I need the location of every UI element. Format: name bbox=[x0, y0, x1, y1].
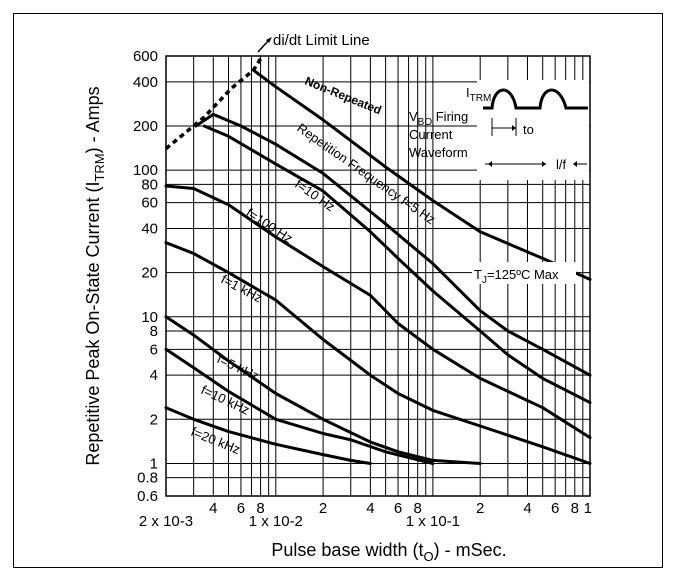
x-decade-label: 1 x 10-1 bbox=[406, 513, 460, 530]
x-tick-label: 4 bbox=[366, 500, 374, 517]
period-label: l/f bbox=[556, 157, 567, 172]
to-arrow-head bbox=[512, 125, 516, 131]
x-tick-label: 2 bbox=[319, 500, 327, 517]
current-label: Current bbox=[409, 127, 453, 142]
period-arrow-head bbox=[488, 161, 492, 167]
series-line-6 bbox=[164, 315, 482, 465]
y-tick-label: 200 bbox=[133, 118, 158, 135]
y-tick-label: 60 bbox=[141, 195, 158, 212]
to-label: to bbox=[523, 122, 534, 137]
y-tick-label: 8 bbox=[150, 323, 158, 340]
tj-label: TJ=125ºC Max bbox=[474, 267, 559, 286]
y-tick-label: 100 bbox=[133, 162, 158, 179]
vbo-label: VBO Firing bbox=[409, 109, 468, 128]
didt-label: di/dt Limit Line bbox=[273, 32, 370, 49]
itrm-label: ITRM bbox=[466, 85, 491, 104]
x-axis-label: Pulse base width (tO) - mSec. bbox=[271, 540, 506, 564]
x-tick-label: 8 bbox=[571, 500, 579, 517]
x-tick-label: 8 bbox=[414, 500, 422, 517]
period-arrow-head bbox=[542, 161, 546, 167]
x-tick-label: 8 bbox=[256, 500, 264, 517]
y-tick-label: 1 bbox=[150, 455, 158, 472]
y-tick-label: 0.8 bbox=[137, 470, 158, 487]
series-layer bbox=[164, 55, 592, 465]
series-line-8 bbox=[164, 406, 372, 465]
plot-border bbox=[165, 55, 591, 497]
x-tick-label: 4 bbox=[523, 500, 531, 517]
waveform-inset: to l/f bbox=[483, 88, 588, 172]
didt-pointer bbox=[257, 40, 269, 53]
y-tick-label: 10 bbox=[141, 309, 158, 326]
x-tick-label: 6 bbox=[237, 500, 245, 517]
waveform-label: Waveform bbox=[409, 145, 468, 160]
y-tick-label: 0.6 bbox=[137, 488, 158, 505]
didt-pointer-head bbox=[266, 37, 272, 43]
chart-frame bbox=[13, 13, 663, 568]
series-line-1 bbox=[251, 68, 592, 281]
y-tick-label: 600 bbox=[133, 48, 158, 65]
y-tick-label: 4 bbox=[150, 367, 158, 384]
y-axis-label: Repetitive Peak On-State Current (ITRM) … bbox=[83, 86, 107, 465]
series-line-7 bbox=[164, 347, 435, 465]
y-tick-label: 2 bbox=[150, 411, 158, 428]
series-line-5 bbox=[164, 241, 592, 465]
x-tick-label: 4 bbox=[209, 500, 217, 517]
x-tick-label: 1 bbox=[584, 500, 592, 517]
period-arrow-head bbox=[573, 161, 577, 167]
x-tick-label: 6 bbox=[394, 500, 402, 517]
series-line-2 bbox=[194, 112, 592, 377]
y-tick-label: 20 bbox=[141, 265, 158, 282]
x-decade-label: 1 x 10-2 bbox=[249, 513, 303, 530]
tj-label-bg bbox=[472, 262, 576, 284]
x-decade-label: 2 x 10-3 bbox=[139, 513, 193, 530]
x-tick-label: 2 bbox=[476, 500, 484, 517]
series-line-3 bbox=[202, 124, 592, 405]
y-tick-label: 6 bbox=[150, 341, 158, 358]
waveform-pulse-curve bbox=[483, 88, 588, 110]
y-tick-label: 80 bbox=[141, 176, 158, 193]
y-tick-label: 40 bbox=[141, 220, 158, 237]
y-tick-label: 400 bbox=[133, 74, 158, 91]
x-tick-label: 6 bbox=[551, 500, 559, 517]
series-line-4 bbox=[164, 184, 592, 440]
x-tick-labels: 4 6 8 2 4 6 8 2 4 6 8 12 x 10-3 1 x 10-2 1 x 10-1 bbox=[139, 500, 592, 530]
